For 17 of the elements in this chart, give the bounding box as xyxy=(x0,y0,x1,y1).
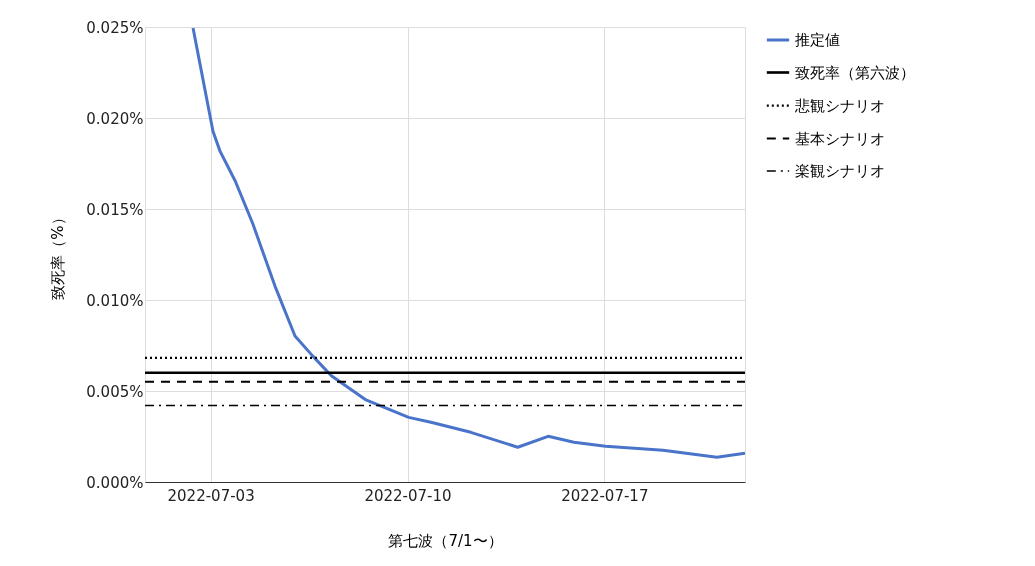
y-tick-label: 0.025% xyxy=(86,18,144,37)
y-tick-label: 0.020% xyxy=(86,109,144,128)
legend-label: 悲観シナリオ xyxy=(794,96,885,115)
y-tick-label: 0.010% xyxy=(86,291,144,310)
y-tick-label: 0.000% xyxy=(86,473,144,492)
y-tick-label: 0.005% xyxy=(86,382,144,401)
legend-label: 推定値 xyxy=(795,31,840,49)
x-tick-label: 2022-07-17 xyxy=(561,486,649,505)
legend-label: 基本シナリオ xyxy=(795,129,885,148)
y-tick-label: 0.015% xyxy=(86,200,144,219)
x-axis-title: 第七波（7/1〜） xyxy=(388,531,503,550)
line-series xyxy=(191,27,745,459)
legend-label: 致死率（第六波） xyxy=(795,63,915,82)
legend-label: 楽観シナリオ xyxy=(795,162,885,180)
y-axis-title: 致死率（%） xyxy=(49,210,68,300)
x-tick-label: 2022-07-10 xyxy=(364,486,452,505)
x-tick-label: 2022-07-03 xyxy=(167,486,255,505)
